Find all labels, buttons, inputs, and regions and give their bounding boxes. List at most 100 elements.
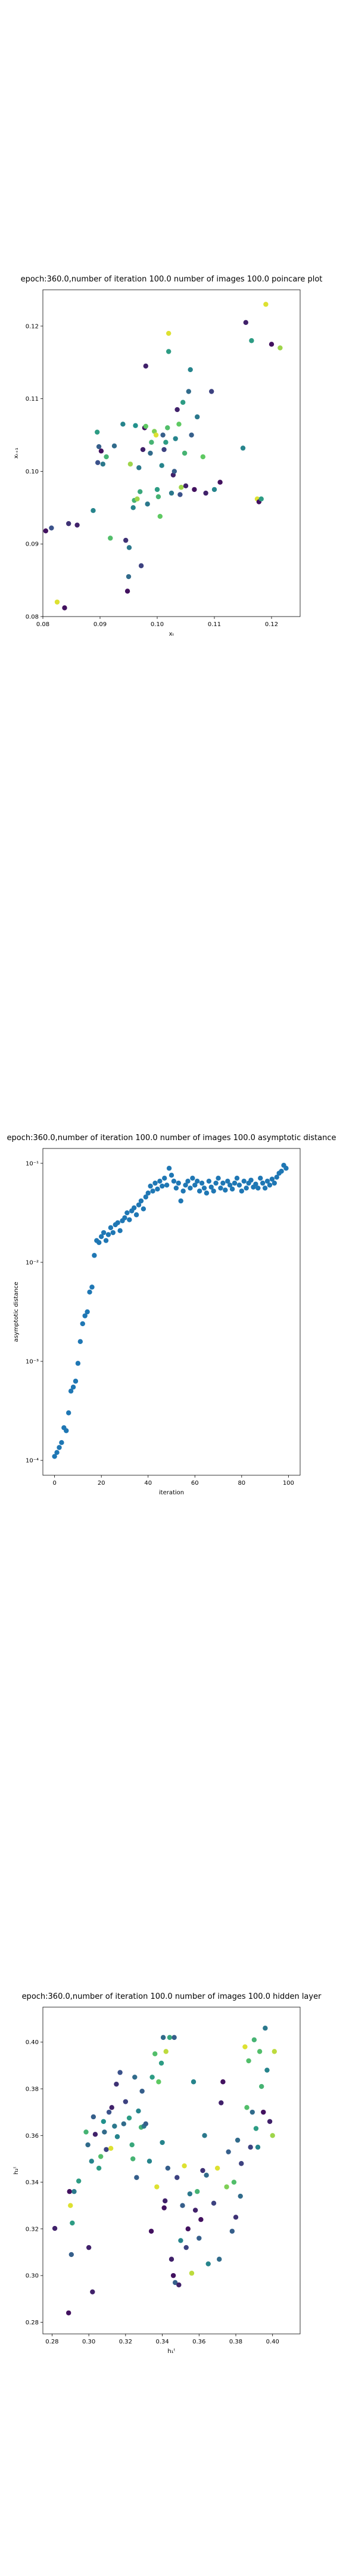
chart-title: epoch:360.0,number of iteration 100.0 nu… — [21, 275, 323, 284]
x-axis-label: iteration — [159, 1490, 184, 1496]
data-point — [180, 1188, 186, 1194]
data-point — [248, 1177, 254, 1183]
data-point — [183, 1182, 188, 1188]
data-point — [185, 2226, 191, 2232]
data-point — [155, 1186, 160, 1192]
data-point — [160, 2035, 166, 2041]
data-point — [270, 2133, 275, 2138]
data-point — [187, 2191, 193, 2197]
x-tick-label: 40 — [144, 1480, 152, 1487]
plot-frame — [42, 289, 301, 617]
data-point — [226, 2149, 231, 2154]
data-point — [59, 1440, 64, 1445]
data-point — [101, 2119, 107, 2124]
data-point — [169, 2256, 174, 2262]
data-point — [178, 2238, 183, 2243]
data-point — [269, 342, 275, 347]
x-axis-label: h₁ᵗ — [167, 2348, 175, 2355]
data-point — [201, 1185, 207, 1191]
data-point — [156, 2079, 161, 2085]
data-point — [246, 2058, 251, 2064]
data-point — [82, 1313, 88, 1318]
data-point — [249, 338, 254, 343]
data-point — [68, 2203, 73, 2208]
data-point — [172, 2280, 178, 2286]
data-point — [167, 2035, 173, 2041]
y-tick-label: 0.11 — [26, 396, 39, 402]
data-point — [229, 1186, 235, 1192]
data-point — [66, 2310, 71, 2315]
data-point — [68, 1388, 74, 1394]
data-point — [108, 535, 113, 541]
y-tick-label: 0.12 — [26, 323, 39, 330]
plot-frame — [42, 1148, 301, 1476]
data-point — [89, 1284, 95, 1290]
data-point — [166, 349, 172, 354]
y-axis-label: xₜ₊₁ — [13, 448, 20, 459]
hidden-layer-scatter-chart: epoch:360.0,number of iteration 100.0 nu… — [13, 1992, 322, 2355]
data-point — [70, 2220, 75, 2226]
data-point — [253, 1181, 258, 1187]
data-point — [174, 407, 180, 413]
data-point — [203, 490, 208, 496]
data-point — [64, 1428, 69, 1433]
data-point — [136, 2108, 141, 2114]
data-point — [49, 525, 54, 531]
data-point — [200, 2168, 205, 2174]
data-point — [57, 1445, 62, 1450]
data-point — [220, 2079, 226, 2085]
data-point — [192, 487, 197, 493]
data-point — [75, 1361, 81, 1366]
y-tick-label: 0.30 — [26, 2273, 39, 2280]
data-point — [122, 1215, 127, 1221]
data-point — [239, 1188, 245, 1194]
data-point — [211, 1188, 216, 1194]
data-point — [188, 367, 193, 373]
data-point — [189, 2271, 195, 2276]
poincare-plot-figure: epoch:360.0,number of iteration 100.0 nu… — [0, 239, 343, 668]
data-point — [85, 1309, 90, 1315]
x-tick-label: 0.09 — [93, 621, 107, 628]
data-point — [195, 414, 200, 420]
x-tick-label: 0.12 — [265, 621, 278, 628]
y-axis-label: asymptotic distance — [13, 1281, 20, 1342]
data-point — [140, 447, 146, 453]
data-point — [176, 2282, 182, 2287]
data-point — [67, 2189, 72, 2194]
data-point — [164, 1182, 170, 1188]
y-tick-label: 10⁻⁴ — [26, 1458, 39, 1465]
data-point — [62, 605, 67, 611]
data-point — [233, 2215, 239, 2220]
data-point — [157, 1178, 163, 1184]
data-point — [112, 2123, 117, 2129]
data-point — [133, 1212, 139, 1218]
data-point — [124, 589, 130, 594]
asymptotic-distance-figure: epoch:360.0,number of iteration 100.0 nu… — [0, 1097, 343, 1527]
data-point — [96, 444, 102, 450]
data-point — [130, 2156, 136, 2162]
data-point — [172, 469, 177, 474]
data-point — [259, 2083, 264, 2089]
data-point — [134, 2175, 139, 2180]
x-tick-label: 0.40 — [266, 2339, 279, 2345]
data-point — [225, 1178, 230, 1184]
data-point — [162, 1175, 167, 1181]
data-point — [216, 1175, 221, 1181]
hidden-layer-figure: epoch:360.0,number of iteration 100.0 nu… — [0, 1956, 343, 2385]
data-point — [143, 363, 148, 369]
data-point — [182, 450, 188, 456]
x-tick-label: 80 — [238, 1480, 245, 1487]
data-point — [204, 1190, 210, 1196]
data-point — [91, 508, 96, 513]
data-point — [169, 490, 174, 496]
data-point — [263, 302, 269, 307]
data-point — [197, 2236, 202, 2241]
data-point — [264, 2067, 270, 2073]
data-point — [96, 1240, 102, 1245]
y-tick-label: 0.09 — [26, 541, 39, 548]
data-point — [98, 448, 104, 454]
data-point — [106, 2109, 112, 2115]
data-point — [114, 2134, 120, 2140]
data-point — [133, 423, 138, 428]
data-point — [257, 2049, 263, 2054]
